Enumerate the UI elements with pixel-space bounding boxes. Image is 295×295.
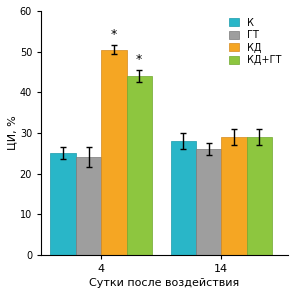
- X-axis label: Сутки после воздействия: Сутки после воздействия: [89, 278, 240, 288]
- Text: *: *: [111, 28, 117, 41]
- Y-axis label: ЦИ, %: ЦИ, %: [7, 116, 17, 150]
- Legend: К, ГТ, КД, КД+ГТ: К, ГТ, КД, КД+ГТ: [227, 16, 283, 67]
- Bar: [247, 137, 272, 255]
- Bar: [171, 141, 196, 255]
- Bar: [196, 149, 221, 255]
- Bar: [127, 76, 152, 255]
- Bar: [101, 50, 127, 255]
- Bar: [50, 153, 76, 255]
- Bar: [221, 137, 247, 255]
- Bar: [76, 157, 101, 255]
- Text: *: *: [136, 53, 142, 66]
